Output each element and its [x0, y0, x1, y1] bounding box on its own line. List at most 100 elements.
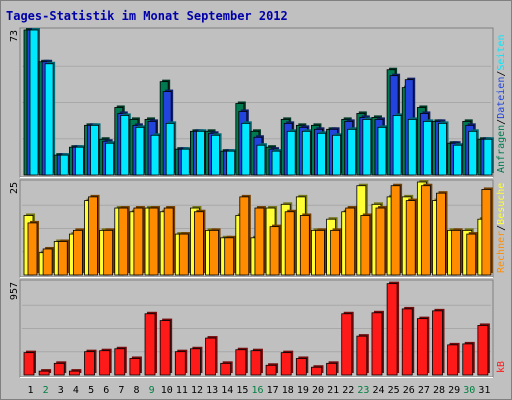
x-tick-label-day-11: 11	[176, 385, 188, 396]
bar-kb-day-20	[311, 365, 324, 376]
x-tick-label-day-2: 2	[43, 385, 49, 396]
bar-rechner-day-18	[284, 209, 297, 276]
x-tick-label-day-19: 19	[297, 385, 309, 396]
x-tick-label-day-9: 9	[149, 385, 155, 396]
legend-entry-rechner: Rechner	[496, 231, 507, 273]
x-tick-label-day-17: 17	[267, 385, 279, 396]
bar-seiten-day-1-face	[29, 29, 39, 176]
bar-seiten-day-17-face	[271, 150, 281, 176]
bar-rechner-day-28	[436, 191, 448, 276]
bar-seiten-day-31-face	[483, 138, 493, 176]
bar-seiten-day-16-face	[256, 144, 266, 176]
bar-kb-day-18-face	[280, 352, 292, 376]
bar-kb-day-24-face	[371, 312, 383, 376]
bar-kb-day-21	[326, 361, 339, 376]
bar-seiten-day-22-face	[347, 128, 357, 176]
bar-kb-day-28	[432, 308, 445, 376]
bar-seiten-day-19-face	[301, 130, 311, 176]
bar-kb-day-12-face	[190, 348, 201, 376]
bar-seiten-day-27	[422, 119, 434, 176]
bar-seiten-day-17	[271, 149, 283, 176]
x-tick-label-day-12: 12	[191, 385, 203, 396]
bar-seiten-day-11-face	[180, 148, 190, 176]
bar-seiten-day-24	[377, 125, 388, 176]
x-tick-label-day-22: 22	[342, 385, 354, 396]
bar-rechner-day-24-face	[375, 207, 386, 276]
bar-rechner-day-20	[315, 228, 327, 276]
bar-kb-day-4	[68, 369, 82, 376]
x-tick-label-day-28: 28	[433, 385, 445, 396]
bar-seiten-day-1	[29, 28, 40, 176]
bar-rechner-day-26-face	[405, 200, 416, 276]
bar-rechner-day-31	[481, 187, 493, 276]
bar-seiten-day-7	[120, 113, 131, 176]
bar-rechner-day-14	[224, 235, 236, 276]
bar-rechner-day-1-face	[27, 222, 38, 276]
bar-kb-day-12	[190, 346, 203, 376]
bar-kb-day-30	[462, 341, 475, 376]
bar-rechner-day-6	[103, 228, 115, 276]
bar-rechner-day-9-face	[148, 207, 159, 276]
x-tick-label-day-3: 3	[58, 385, 64, 396]
x-tick-label-day-26: 26	[403, 385, 415, 396]
x-tick-label-day-4: 4	[73, 385, 79, 396]
panel-3-legend: kB	[496, 361, 507, 373]
bar-kb-day-7-face	[114, 348, 126, 376]
bar-seiten-day-15-face	[241, 122, 251, 176]
bar-kb-day-24	[371, 310, 384, 376]
bar-rechner-day-30	[466, 232, 478, 276]
x-tick-label-day-31: 31	[478, 385, 490, 396]
bar-kb-day-8	[129, 356, 142, 376]
bar-rechner-day-5	[88, 194, 100, 276]
bar-rechner-day-3-face	[57, 241, 68, 276]
bar-seiten-day-19	[301, 129, 313, 176]
bar-seiten-day-4-face	[74, 146, 84, 176]
bar-kb-day-4-face	[68, 370, 80, 376]
x-tick-label-day-23: 23	[357, 385, 369, 396]
bar-seiten-day-20-face	[317, 132, 326, 176]
bar-kb-day-29-face	[447, 344, 459, 376]
bar-seiten-day-12	[196, 129, 207, 176]
panel-1-ymax-label: 73	[9, 30, 20, 42]
x-tick-label-day-20: 20	[312, 385, 324, 396]
bar-seiten-day-22	[347, 127, 358, 176]
x-tick-label-day-7: 7	[118, 385, 124, 396]
bar-kb-day-19	[295, 356, 309, 376]
bar-kb-day-3	[53, 361, 67, 376]
bar-seiten-day-30-face	[468, 130, 478, 176]
bar-rechner-day-21-face	[330, 229, 340, 276]
bar-kb-day-15	[235, 347, 248, 376]
bar-kb-day-6	[99, 348, 112, 376]
x-tick-label-day-14: 14	[221, 385, 233, 396]
bar-kb-day-2-face	[38, 370, 50, 376]
bar-rechner-day-21	[330, 228, 342, 276]
bar-rechner-day-10	[163, 206, 176, 276]
bar-seiten-day-13-face	[211, 134, 220, 176]
bar-rechner-day-19	[299, 213, 312, 276]
bar-kb-day-22	[341, 311, 354, 376]
bar-kb-day-13	[205, 336, 218, 376]
bar-rechner-day-11-face	[178, 233, 189, 276]
bar-rechner-day-9	[148, 206, 161, 276]
bar-seiten-day-18	[286, 129, 298, 176]
bar-rechner-day-27-face	[420, 185, 431, 276]
bar-seiten-day-10-face	[165, 122, 175, 176]
x-tick-label-day-25: 25	[388, 385, 400, 396]
bar-rechner-day-30-face	[466, 233, 477, 276]
bar-rechner-day-17	[269, 224, 282, 276]
bar-rechner-day-10-face	[163, 207, 174, 276]
bar-rechner-day-8	[133, 206, 145, 276]
bar-kb-day-31	[477, 323, 490, 376]
bar-kb-day-14	[220, 361, 233, 376]
bar-seiten-day-15	[241, 121, 252, 176]
bar-kb-day-13-face	[205, 337, 216, 376]
x-tick-label-day-16: 16	[251, 385, 263, 396]
bar-rechner-day-22-face	[345, 207, 356, 276]
legend-entry-anfragen: Anfragen	[496, 125, 507, 173]
bar-seiten-day-30	[468, 129, 479, 176]
bar-rechner-day-19-face	[299, 215, 310, 276]
bar-seiten-day-10	[165, 121, 177, 176]
bar-rechner-day-15	[239, 194, 251, 276]
bar-seiten-day-28	[438, 121, 449, 176]
